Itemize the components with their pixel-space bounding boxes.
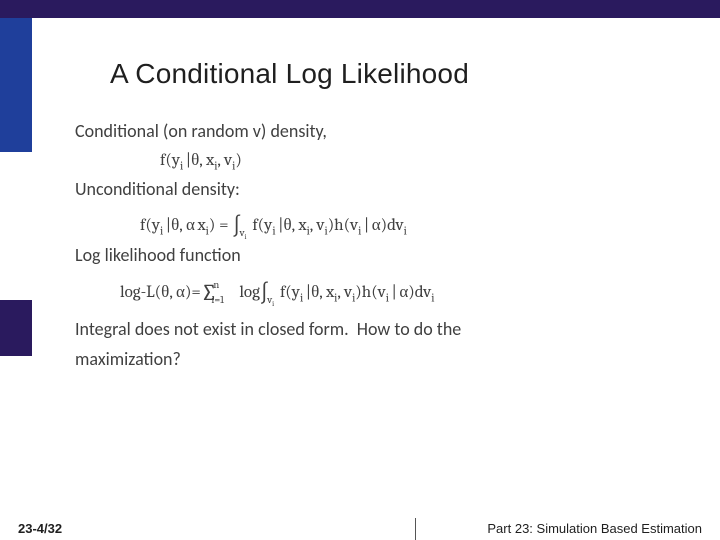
formula-log-likelihood: log-L(θ, α)=∑ni=1 log∫vi f(yi|θ, xi, vi)… [75, 272, 665, 308]
left-accent-bar-lower [0, 300, 32, 356]
footer: 23-4/32 Part 23: Simulation Based Estima… [0, 516, 720, 540]
body-line-4a: Integral does not exist in closed form. … [75, 316, 665, 344]
top-accent-bar [0, 0, 720, 18]
formula-unconditional-density: f(yi|θ, αxi) = ∫vi f(yi|θ, xi, vi)h(vi|α… [75, 206, 665, 240]
slide: A Conditional Log Likelihood Conditional… [0, 0, 720, 540]
body-line-4b: maximization? [75, 346, 665, 374]
footer-part-title: Part 23: Simulation Based Estimation [487, 521, 702, 536]
body-line-2: Unconditional density: [75, 176, 665, 204]
body-line-1: Conditional (on random v) density, [75, 118, 665, 146]
slide-title: A Conditional Log Likelihood [110, 58, 469, 90]
body-line-3: Log likelihood function [75, 242, 665, 270]
footer-page-number: 23-4/32 [18, 521, 62, 536]
formula-conditional-density: f(yi|θ, xi, vi) [75, 148, 665, 174]
left-accent-bar-upper [0, 18, 32, 152]
footer-separator [415, 518, 416, 540]
slide-body: Conditional (on random v) density, f(yi|… [75, 118, 665, 376]
